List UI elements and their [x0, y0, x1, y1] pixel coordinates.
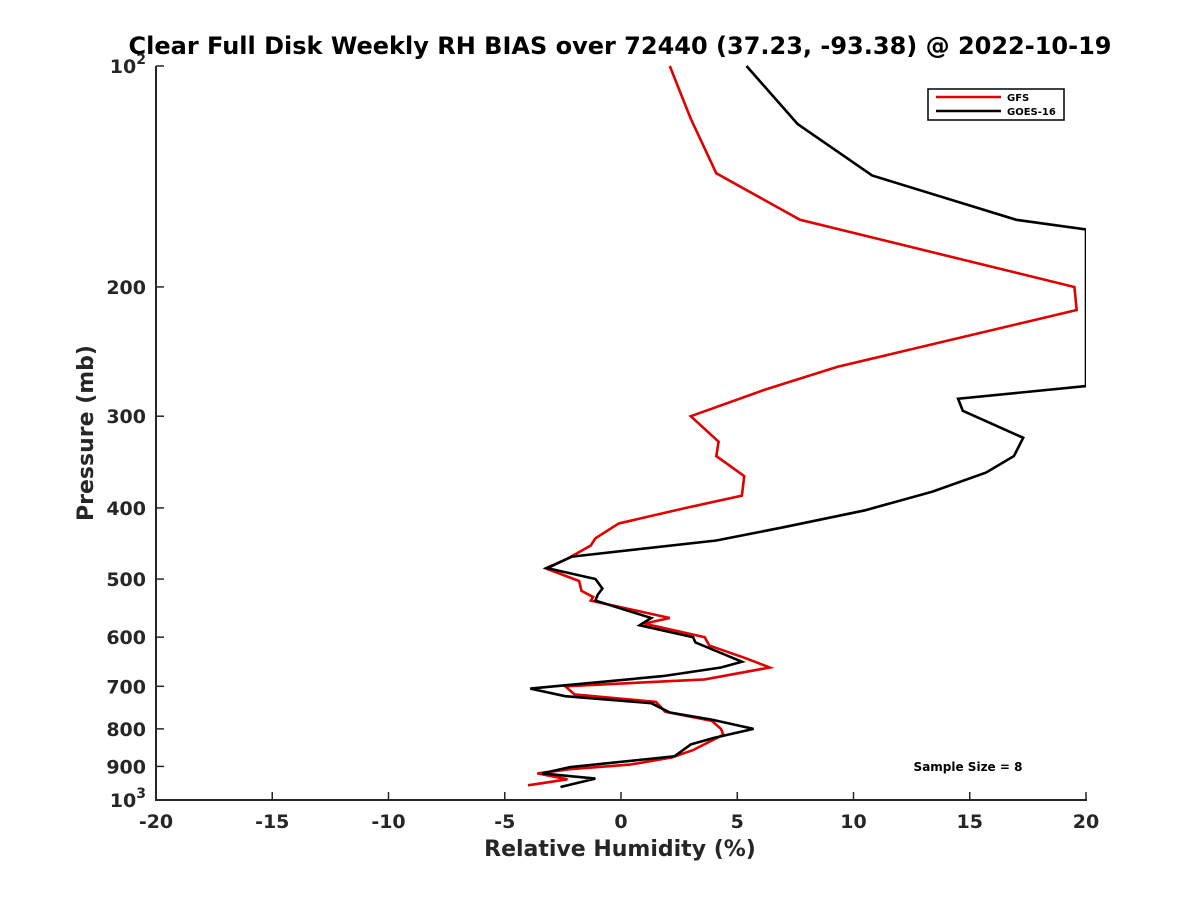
x-tick-label: 15	[957, 811, 983, 833]
y-axis-ticks: 102 200 300 400 500 600 700 800 900 103	[106, 52, 164, 812]
x-tick-label: -15	[255, 811, 289, 833]
series-line-goes16	[530, 65, 1086, 789]
x-tick-label: -10	[371, 811, 405, 833]
y-axis-label: Pressure (mb)	[74, 345, 99, 521]
x-tick-label: -5	[494, 811, 515, 833]
x-tick-label: 10	[840, 811, 866, 833]
x-tick-label: -20	[139, 811, 173, 833]
chart-title: Clear Full Disk Weekly RH BIAS over 7244…	[129, 32, 1112, 60]
y-tick-label: 700	[106, 676, 146, 698]
y-tick-label: 500	[106, 569, 146, 591]
legend-label-goes16: GOES-16	[1007, 107, 1056, 118]
x-tick-label: 20	[1073, 811, 1099, 833]
x-axis-label: Relative Humidity (%)	[484, 837, 756, 862]
legend-box	[927, 88, 1065, 121]
legend: GFS GOES-16	[927, 88, 1065, 121]
y-tick-label: 102	[110, 52, 146, 78]
y-tick-label: 800	[106, 719, 146, 741]
y-tick-label: 300	[106, 406, 146, 428]
legend-label-gfs: GFS	[1007, 93, 1029, 104]
x-tick-label: 5	[731, 811, 744, 833]
x-tick-label: 0	[614, 811, 627, 833]
y-tick-label: 103	[110, 786, 146, 812]
data-series	[527, 65, 1086, 789]
y-tick-label: 200	[106, 277, 146, 299]
sample-size-annotation: Sample Size = 8	[914, 760, 1023, 774]
y-tick-label: 900	[106, 756, 146, 778]
y-tick-label: 600	[106, 627, 146, 649]
y-tick-label: 400	[106, 498, 146, 520]
x-axis-ticks: -20 -15 -10 -5 0 5 10 15 20	[139, 792, 1099, 833]
